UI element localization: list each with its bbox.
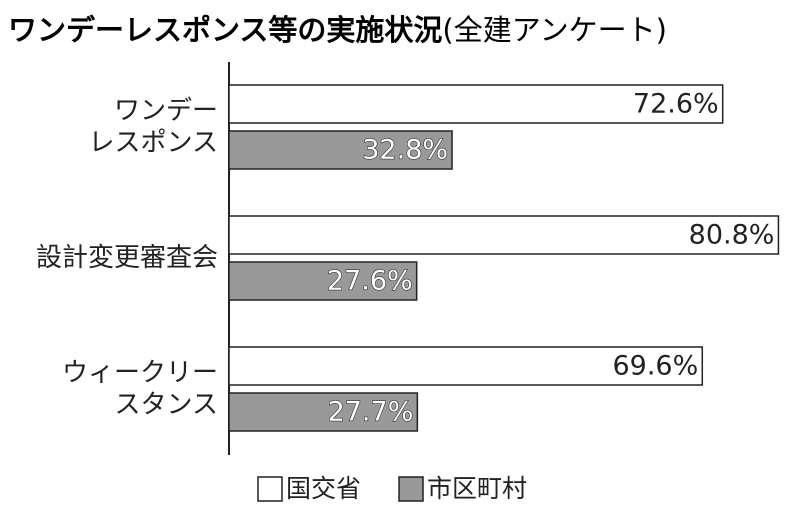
category-label: 設計変更審査会 [35, 243, 218, 273]
bar [228, 130, 453, 170]
value-label: 27.6% [327, 266, 413, 297]
category-label: ウィークリー スタンス [61, 358, 218, 420]
chart-subtitle: (全建アンケート) [442, 13, 666, 47]
value-label: 80.8% [689, 220, 775, 251]
chart-title: ワンデーレスポンス等の実施状況 [8, 13, 442, 47]
chart-title-line: ワンデーレスポンス等の実施状況(全建アンケート) [8, 13, 667, 47]
category-label: ワンデー レスポンス [88, 96, 218, 158]
bar [228, 261, 418, 301]
legend-swatch [257, 476, 283, 502]
legend-label: 国交省 [286, 474, 361, 503]
bar [228, 215, 780, 255]
bar [228, 84, 724, 124]
legend-label: 市区町村 [427, 474, 527, 503]
value-label: 32.8% [362, 135, 448, 166]
bar [228, 346, 704, 386]
bar [228, 392, 419, 432]
value-label: 69.6% [612, 351, 698, 382]
value-label: 27.7% [328, 397, 414, 428]
value-label: 72.6% [633, 89, 719, 120]
legend-swatch [398, 476, 424, 502]
